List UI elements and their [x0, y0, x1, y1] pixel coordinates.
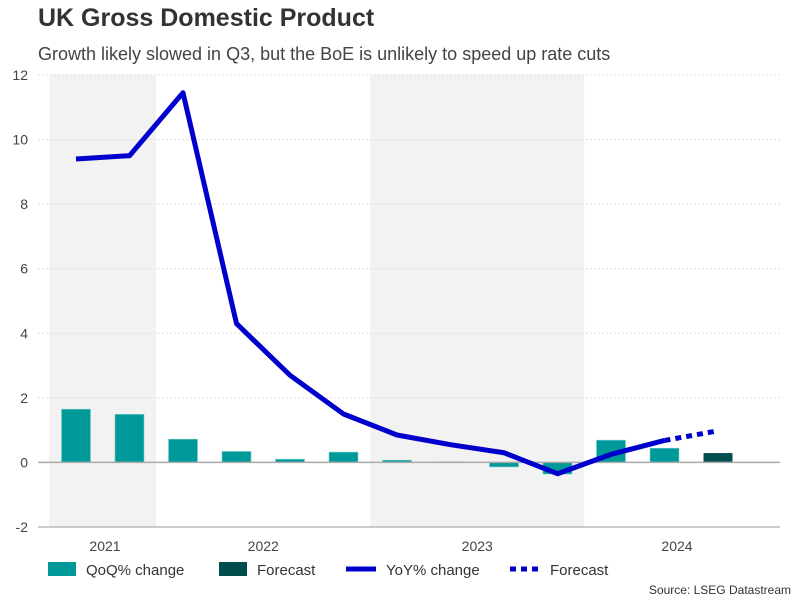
x-year-label: 2021: [89, 538, 120, 554]
bar-qoq: [328, 451, 359, 463]
chart-title: UK Gross Domestic Product: [38, 4, 375, 32]
bar-qoq: [221, 451, 252, 463]
y-tick-label: 10: [12, 132, 28, 148]
yoy-line: [75, 90, 666, 477]
x-year-label: 2022: [248, 538, 279, 554]
y-tick-label: 4: [20, 325, 28, 341]
bar-forecast: [703, 453, 733, 463]
bar-qoq: [61, 408, 91, 463]
legend-item-1: Forecast: [219, 562, 316, 579]
legend-item-3: Forecast: [510, 562, 609, 579]
source-note: Source: LSEG Datastream: [648, 583, 791, 597]
legend-item-0: QoQ% change: [48, 562, 184, 579]
bar-qoq: [168, 438, 198, 463]
legend-label: Forecast: [257, 562, 316, 579]
y-tick-label: 6: [20, 261, 28, 277]
chart-subtitle: Growth likely slowed in Q3, but the BoE …: [38, 44, 611, 64]
y-tick-label: 0: [20, 454, 28, 470]
legend-label: YoY% change: [386, 562, 480, 579]
x-year-label: 2023: [462, 538, 493, 554]
x-year-label: 2024: [661, 538, 692, 554]
yoy-forecast-line: [664, 428, 719, 443]
y-tick-label: 8: [20, 196, 28, 212]
legend-label: QoQ% change: [86, 562, 184, 579]
legend-item-2: YoY% change: [346, 562, 480, 579]
bar-qoq: [114, 414, 145, 463]
legend-swatch: [219, 562, 247, 576]
legend-swatch: [48, 562, 76, 576]
shade-band-2023: [370, 75, 585, 527]
y-tick-label: 12: [12, 67, 28, 83]
legend-label: Forecast: [550, 562, 609, 579]
y-tick-label: -2: [16, 519, 29, 535]
y-tick-label: 2: [20, 390, 28, 406]
bar-qoq: [649, 447, 680, 463]
